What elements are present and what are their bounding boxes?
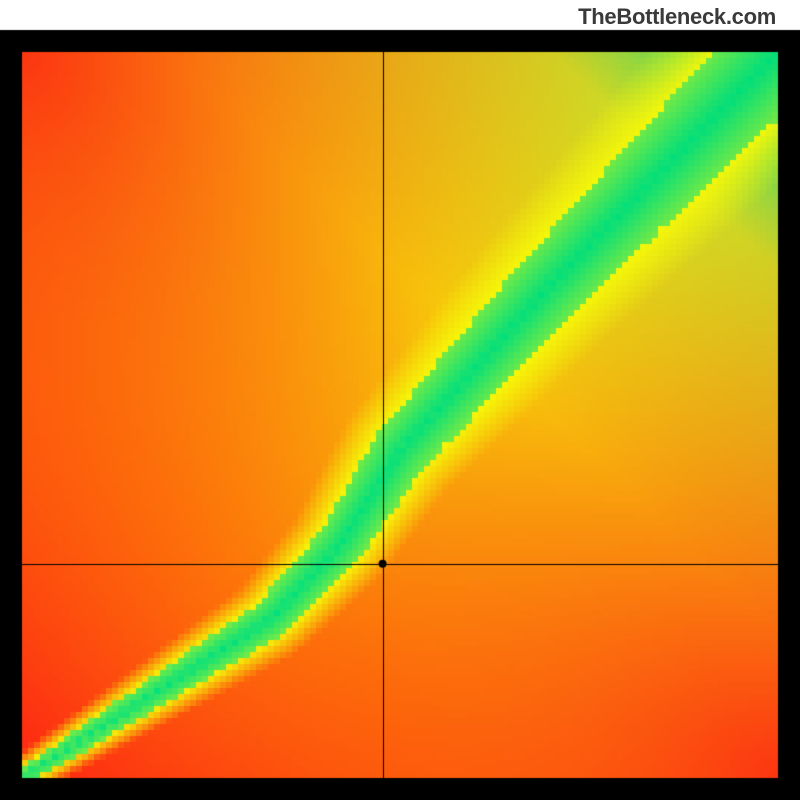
chart-container: TheBottleneck.com (0, 0, 800, 800)
heatmap-canvas (0, 0, 800, 800)
watermark-text: TheBottleneck.com (578, 4, 776, 30)
